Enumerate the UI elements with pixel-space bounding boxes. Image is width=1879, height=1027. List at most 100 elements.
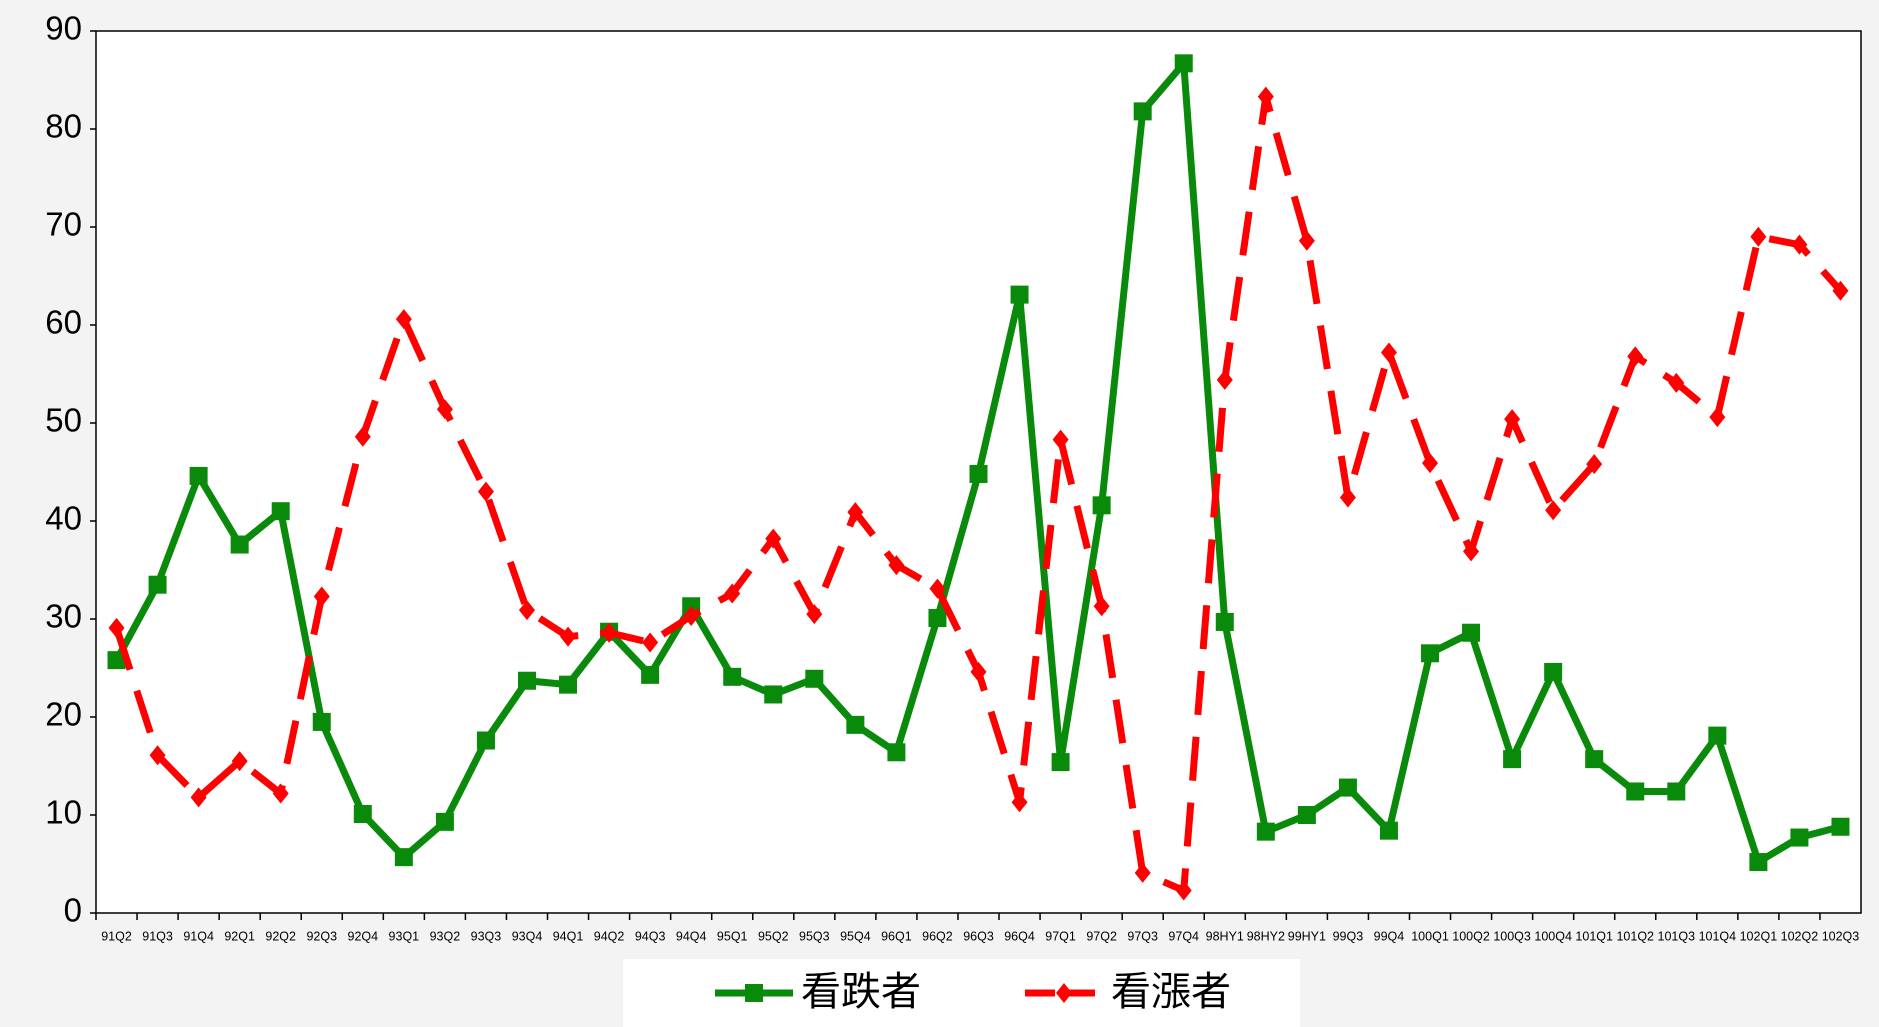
y-tick-label: 70 (45, 206, 82, 243)
marker (1503, 750, 1522, 769)
marker (1215, 612, 1234, 631)
marker (1626, 782, 1645, 801)
x-tick-label: 91Q3 (142, 929, 173, 943)
marker (517, 671, 536, 690)
x-tick-label: 91Q2 (101, 929, 132, 943)
marker (764, 685, 783, 704)
marker (846, 715, 865, 734)
marker (1010, 285, 1029, 304)
x-tick-label: 94Q4 (676, 929, 707, 943)
y-tick-label: 20 (45, 696, 82, 733)
marker (353, 805, 372, 824)
marker (601, 622, 618, 643)
marker (1256, 822, 1275, 841)
marker (1216, 369, 1233, 390)
marker (1338, 778, 1357, 797)
x-tick-label: 100Q4 (1534, 929, 1572, 943)
marker (806, 604, 823, 625)
marker (724, 583, 741, 604)
y-tick-label: 40 (45, 500, 82, 537)
marker (231, 751, 248, 772)
marker (149, 745, 166, 766)
x-tick-label: 96Q2 (922, 929, 953, 943)
x-tick-label: 94Q1 (553, 929, 584, 943)
marker (928, 609, 947, 628)
y-tick-label: 90 (45, 10, 82, 47)
marker (1421, 644, 1440, 663)
x-tick-label: 97Q2 (1086, 929, 1117, 943)
marker (1585, 750, 1604, 769)
marker (1504, 409, 1521, 430)
x-tick-label: 92Q3 (306, 929, 337, 943)
marker (1297, 806, 1316, 824)
marker (1832, 280, 1849, 301)
marker (312, 712, 331, 731)
marker (148, 575, 167, 594)
marker (1544, 662, 1563, 681)
marker (683, 606, 700, 627)
x-tick-label: 95Q4 (840, 929, 871, 943)
marker (969, 464, 988, 483)
marker (1708, 726, 1727, 745)
marker (1093, 596, 1110, 617)
y-tick-label: 80 (45, 108, 82, 145)
marker (1133, 102, 1152, 121)
marker (313, 586, 330, 607)
marker (805, 669, 824, 688)
marker (559, 675, 578, 694)
marker (970, 661, 987, 682)
marker (1627, 346, 1644, 367)
marker (107, 651, 126, 670)
x-tick-label: 97Q4 (1168, 929, 1199, 943)
marker (1709, 407, 1726, 428)
marker (1175, 880, 1192, 901)
marker (477, 481, 494, 502)
marker (1380, 342, 1397, 363)
x-tick-label: 96Q1 (881, 929, 912, 943)
marker (1667, 782, 1686, 801)
marker (641, 665, 660, 684)
marker (929, 578, 946, 599)
marker (1052, 429, 1069, 450)
marker (887, 743, 906, 762)
marker (1791, 234, 1808, 255)
x-tick-label: 91Q4 (183, 929, 214, 943)
marker (436, 399, 453, 420)
marker (1831, 817, 1850, 836)
y-tick-label: 0 (64, 892, 82, 929)
marker (271, 502, 290, 521)
x-tick-label: 101Q2 (1616, 929, 1654, 943)
x-tick-label: 101Q1 (1575, 929, 1613, 943)
marker (642, 632, 659, 653)
marker (1545, 500, 1562, 521)
marker (1298, 230, 1315, 251)
marker (1749, 853, 1768, 872)
marker (560, 626, 577, 647)
x-tick-label: 95Q1 (717, 929, 748, 943)
x-tick-label: 93Q2 (430, 929, 461, 943)
marker (394, 848, 413, 867)
marker (1051, 753, 1070, 772)
marker (888, 555, 905, 576)
marker (230, 535, 249, 554)
x-tick-label: 100Q3 (1493, 929, 1531, 943)
marker (518, 600, 535, 621)
marker (1586, 454, 1603, 475)
x-tick-label: 95Q3 (799, 929, 830, 943)
x-tick-label: 94Q2 (594, 929, 625, 943)
marker (1422, 453, 1439, 474)
x-tick-label: 101Q3 (1658, 929, 1696, 943)
x-tick-label: 93Q3 (471, 929, 502, 943)
x-tick-label: 97Q3 (1127, 929, 1158, 943)
x-tick-label: 97Q1 (1045, 929, 1076, 943)
x-tick-label: 92Q4 (348, 929, 379, 943)
marker (1462, 623, 1481, 642)
marker (1668, 372, 1685, 393)
marker (108, 617, 125, 638)
x-tick-label: 92Q2 (265, 929, 296, 943)
marker (765, 528, 782, 549)
y-tick-label: 30 (45, 598, 82, 635)
x-tick-label: 98HY1 (1206, 929, 1244, 943)
x-tick-label: 102Q1 (1740, 929, 1778, 943)
